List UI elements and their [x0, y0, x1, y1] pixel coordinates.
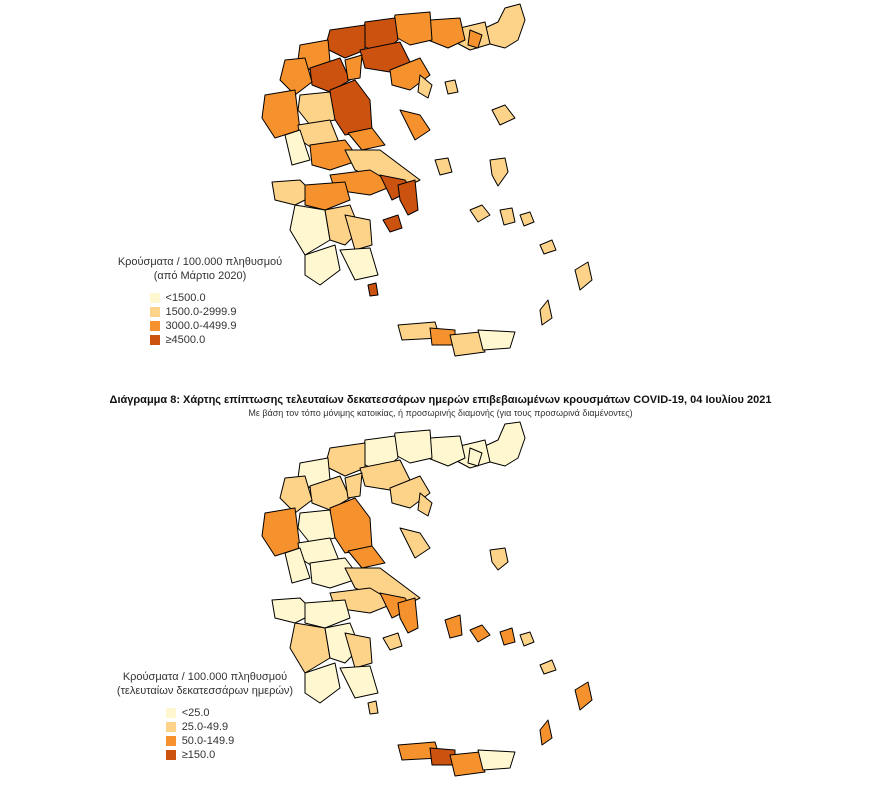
- legend-title-line2: (τελευταίων δεκατεσσάρων ημερών): [116, 685, 294, 697]
- legend-label: ≥4500.0: [165, 334, 206, 346]
- legend-label: 25.0-49.9: [181, 721, 229, 733]
- legend-cumulative: Κρούσματα / 100.000 πληθυσμού (από Μάρτι…: [105, 255, 295, 348]
- legend-swatch: [149, 293, 160, 303]
- legend-items: <1500.0 1500.0-2999.9 3000.0-4499.9 ≥450…: [149, 291, 237, 347]
- legend-title-line1: Κρούσματα / 100.000 πληθυσμού: [122, 671, 288, 683]
- legend-swatch: [165, 722, 176, 732]
- fourteen-day-cases-map-panel: Κρούσματα / 100.000 πληθυσμού (τελευταίω…: [0, 420, 881, 803]
- cumulative-cases-map-panel: Κρούσματα / 100.000 πληθυσμού (από Μάρτι…: [0, 0, 881, 370]
- figure-subtitle: Με βάση τον τόπο μόνιμης κατοικίας, ή πρ…: [248, 408, 633, 418]
- legend-label: <1500.0: [165, 292, 206, 304]
- legend-item: ≥4500.0: [149, 333, 237, 347]
- legend-item: <1500.0: [149, 291, 237, 305]
- legend-items: <25.0 25.0-49.9 50.0-149.9 ≥150.0: [165, 706, 235, 762]
- legend-label: 50.0-149.9: [181, 735, 235, 747]
- legend-item: 1500.0-2999.9: [149, 305, 237, 319]
- legend-item: 3000.0-4499.9: [149, 319, 237, 333]
- legend-swatch: [149, 307, 160, 317]
- legend-title-line2: (από Μάρτιο 2020): [153, 270, 247, 282]
- greece-map-14day: [261, 421, 593, 777]
- legend-label: 3000.0-4499.9: [165, 320, 237, 332]
- legend-swatch: [165, 708, 176, 718]
- figure-title: Διάγραμμα 8: Χάρτης επίπτωσης τελευταίων…: [109, 394, 772, 406]
- legend-swatch: [165, 750, 176, 760]
- legend-item: 25.0-49.9: [165, 720, 235, 734]
- legend-swatch: [149, 335, 160, 345]
- legend-item: 50.0-149.9: [165, 734, 235, 748]
- legend-14day: Κρούσματα / 100.000 πληθυσμού (τελευταίω…: [100, 670, 310, 763]
- legend-title-line1: Κρούσματα / 100.000 πληθυσμού: [117, 256, 283, 268]
- legend-item: ≥150.0: [165, 748, 235, 762]
- legend-label: 1500.0-2999.9: [165, 306, 237, 318]
- figure-caption: Διάγραμμα 8: Χάρτης επίπτωσης τελευταίων…: [0, 394, 881, 418]
- legend-swatch: [149, 321, 160, 331]
- legend-label: <25.0: [181, 707, 210, 719]
- legend-label: ≥150.0: [181, 749, 216, 761]
- greece-map-cumulative: [261, 3, 593, 357]
- legend-swatch: [165, 736, 176, 746]
- legend-item: <25.0: [165, 706, 235, 720]
